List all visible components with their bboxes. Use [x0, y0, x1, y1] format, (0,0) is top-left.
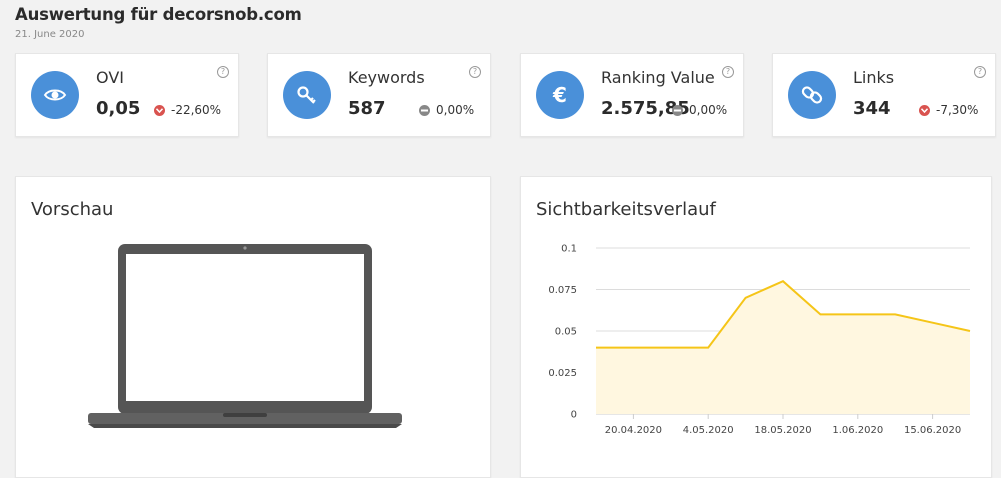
- kpi-change-text: -22,60%: [171, 103, 221, 117]
- kpi-value: 0,05: [96, 98, 140, 119]
- kpi-card-ranking-value: € Ranking Value 2.575,85 0,00% ?: [520, 53, 744, 137]
- kpi-change: 0,00%: [419, 103, 474, 117]
- y-tick-label: 0.075: [548, 285, 577, 296]
- x-tick-label: 18.05.2020: [754, 425, 811, 436]
- y-tick-label: 0: [571, 410, 577, 421]
- x-tick-label: 20.04.2020: [605, 425, 662, 436]
- kpi-card-ovi: OVI 0,05 -22,60% ?: [15, 53, 239, 137]
- x-tick-label: 15.06.2020: [904, 425, 961, 436]
- y-tick-label: 0.1: [561, 244, 577, 255]
- page-title: Auswertung für decorsnob.com: [15, 5, 302, 24]
- eye-icon: [31, 71, 79, 119]
- kpi-value: 587: [348, 98, 386, 119]
- kpi-change-text: -7,30%: [936, 103, 978, 117]
- kpi-change-text: 0,00%: [689, 103, 727, 117]
- x-tick-label: 1.06.2020: [832, 425, 883, 436]
- y-tick-label: 0.05: [555, 327, 577, 338]
- help-icon[interactable]: ?: [722, 66, 734, 78]
- kpi-change: 0,00%: [672, 103, 727, 117]
- trend-down-icon: [154, 105, 165, 116]
- kpi-label: Ranking Value: [601, 68, 715, 87]
- kpi-label: OVI: [96, 68, 124, 87]
- kpi-value: 344: [853, 98, 891, 119]
- kpi-label: Keywords: [348, 68, 425, 87]
- help-icon[interactable]: ?: [217, 66, 229, 78]
- screen-preview: [126, 254, 364, 401]
- euro-icon: €: [536, 71, 584, 119]
- trend-neutral-icon: [672, 105, 683, 116]
- trend-down-icon: [919, 105, 930, 116]
- kpi-label: Links: [853, 68, 894, 87]
- y-tick-label: 0.025: [548, 368, 577, 379]
- help-icon[interactable]: ?: [974, 66, 986, 78]
- trend-neutral-icon: [419, 105, 430, 116]
- kpi-card-links: Links 344 -7,30% ?: [772, 53, 996, 137]
- x-tick-label: 4.05.2020: [683, 425, 734, 436]
- laptop-preview: [16, 177, 490, 477]
- kpi-change: -22,60%: [154, 103, 221, 117]
- link-icon: [788, 71, 836, 119]
- preview-panel: Vorschau: [15, 176, 491, 478]
- kpi-change: -7,30%: [919, 103, 978, 117]
- page-date: 21. June 2020: [15, 29, 85, 40]
- kpi-card-keywords: Keywords 587 0,00% ?: [267, 53, 491, 137]
- help-icon[interactable]: ?: [469, 66, 481, 78]
- key-icon: [283, 71, 331, 119]
- kpi-change-text: 0,00%: [436, 103, 474, 117]
- visibility-chart: 0 0.025 0.05 0.075 0.1 20.04.2020 4.05.2020 18.…: [521, 177, 991, 460]
